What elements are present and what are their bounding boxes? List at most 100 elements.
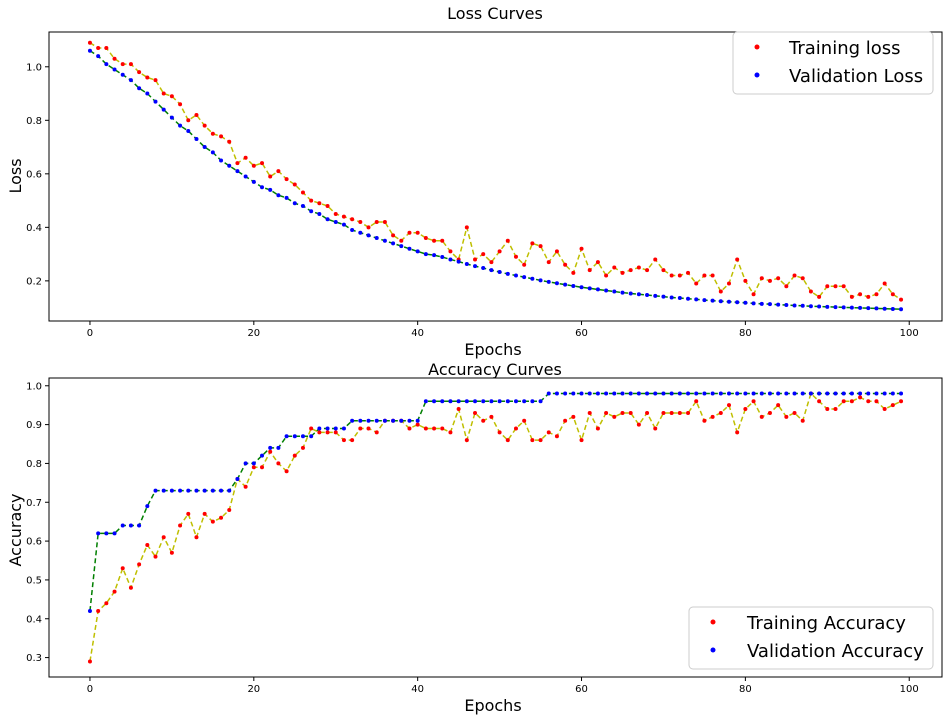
- loss-training-point: [202, 123, 207, 128]
- accuracy-validation-point: [309, 434, 314, 439]
- accuracy-ytick-label: 0.3: [26, 653, 42, 664]
- accuracy-validation-point: [513, 399, 518, 404]
- accuracy-validation-point: [235, 476, 240, 481]
- accuracy-validation-point: [587, 391, 592, 396]
- accuracy-validation-line: [89, 392, 902, 612]
- accuracy-validation-point: [227, 488, 232, 493]
- loss-validation-point: [219, 158, 224, 163]
- loss-validation-point: [300, 203, 305, 208]
- accuracy-training-point: [96, 608, 101, 613]
- loss-training-point: [587, 268, 592, 273]
- loss-training-point: [96, 46, 101, 51]
- accuracy-training-point: [849, 399, 854, 404]
- accuracy-validation-point: [366, 418, 371, 423]
- loss-xtick-label: 60: [575, 328, 588, 339]
- accuracy-validation-point: [538, 399, 543, 404]
- loss-validation-point: [784, 302, 789, 307]
- accuracy-training-point: [440, 426, 445, 431]
- loss-validation-point: [456, 259, 461, 264]
- accuracy-validation-point: [489, 399, 494, 404]
- loss-training-point: [128, 62, 133, 67]
- loss-validation-point: [128, 78, 133, 83]
- accuracy-validation-point: [858, 391, 863, 396]
- loss-validation-point: [96, 54, 101, 59]
- loss-training-point: [227, 139, 232, 144]
- accuracy-training-point: [473, 410, 478, 415]
- accuracy-training-point: [833, 407, 838, 412]
- loss-training-point: [522, 262, 527, 267]
- accuracy-validation-point: [669, 391, 674, 396]
- accuracy-validation-point: [169, 488, 174, 493]
- loss-legend-training-marker: [754, 44, 760, 50]
- accuracy-validation-point: [710, 391, 715, 396]
- accuracy-training-point: [366, 426, 371, 431]
- loss-training-point: [628, 268, 633, 273]
- accuracy-validation-point: [202, 488, 207, 493]
- accuracy-validation-point: [415, 418, 420, 423]
- loss-xtick-label: 0: [87, 328, 93, 339]
- loss-validation-point: [407, 246, 412, 251]
- loss-validation-point: [440, 255, 445, 260]
- accuracy-training-point: [202, 511, 207, 516]
- accuracy-validation-point: [792, 391, 797, 396]
- loss-validation-point: [169, 115, 174, 120]
- accuracy-training-point: [227, 508, 232, 513]
- loss-training-point: [686, 270, 691, 275]
- loss-ytick-label: 0.8: [26, 116, 42, 127]
- accuracy-validation-point: [440, 399, 445, 404]
- accuracy-xtick-label: 20: [247, 684, 260, 695]
- loss-validation-point: [276, 193, 281, 198]
- loss-xtick-label: 20: [247, 328, 260, 339]
- accuracy-validation-point: [210, 488, 215, 493]
- loss-validation-point: [620, 290, 625, 295]
- loss-training-point: [415, 230, 420, 235]
- loss-validation-point: [841, 305, 846, 310]
- loss-validation-point: [849, 305, 854, 310]
- loss-training-points: [87, 40, 904, 302]
- loss-ytick-label: 1.0: [26, 62, 42, 73]
- loss-validation-point: [808, 304, 813, 309]
- accuracy-validation-point: [604, 391, 609, 396]
- loss-validation-point: [374, 236, 379, 241]
- accuracy-training-point: [432, 426, 437, 431]
- loss-validation-point: [473, 264, 478, 269]
- loss-validation-point: [563, 282, 568, 287]
- loss-training-point: [513, 254, 518, 259]
- accuracy-training-point: [407, 426, 412, 431]
- loss-training-point: [260, 161, 265, 166]
- accuracy-validation-point: [178, 488, 183, 493]
- accuracy-training-point: [743, 407, 748, 412]
- accuracy-validation-point: [702, 391, 707, 396]
- loss-validation-point: [137, 86, 142, 91]
- accuracy-legend-training-label: Training Accuracy: [746, 613, 906, 634]
- accuracy-training-point: [87, 659, 92, 664]
- loss-validation-point: [399, 244, 404, 249]
- loss-training-point: [554, 249, 559, 254]
- accuracy-validation-point: [571, 391, 576, 396]
- loss-validation-point: [694, 297, 699, 302]
- accuracy-training-point: [268, 449, 273, 454]
- loss-validation-point: [350, 228, 355, 233]
- loss-training-point: [858, 292, 863, 297]
- loss-chart-xlabel: Epochs: [464, 340, 521, 359]
- accuracy-validation-point: [104, 531, 109, 536]
- accuracy-training-point: [464, 438, 469, 443]
- loss-validation-point: [636, 292, 641, 297]
- accuracy-validation-point: [645, 391, 650, 396]
- loss-validation-point: [464, 262, 469, 266]
- accuracy-chart-plot-data: [87, 391, 904, 664]
- loss-validation-point: [210, 150, 215, 155]
- loss-validation-point: [178, 123, 183, 128]
- loss-training-point: [669, 273, 674, 278]
- loss-ytick-label: 0.2: [26, 276, 42, 287]
- loss-validation-point: [792, 303, 797, 308]
- loss-training-point: [726, 281, 731, 286]
- accuracy-training-point: [415, 422, 420, 427]
- loss-validation-point: [579, 285, 584, 290]
- accuracy-validation-point: [554, 391, 559, 396]
- loss-training-point: [718, 289, 723, 294]
- loss-validation-point: [489, 268, 494, 273]
- accuracy-validation-point: [473, 399, 478, 404]
- accuracy-validation-point: [563, 391, 568, 396]
